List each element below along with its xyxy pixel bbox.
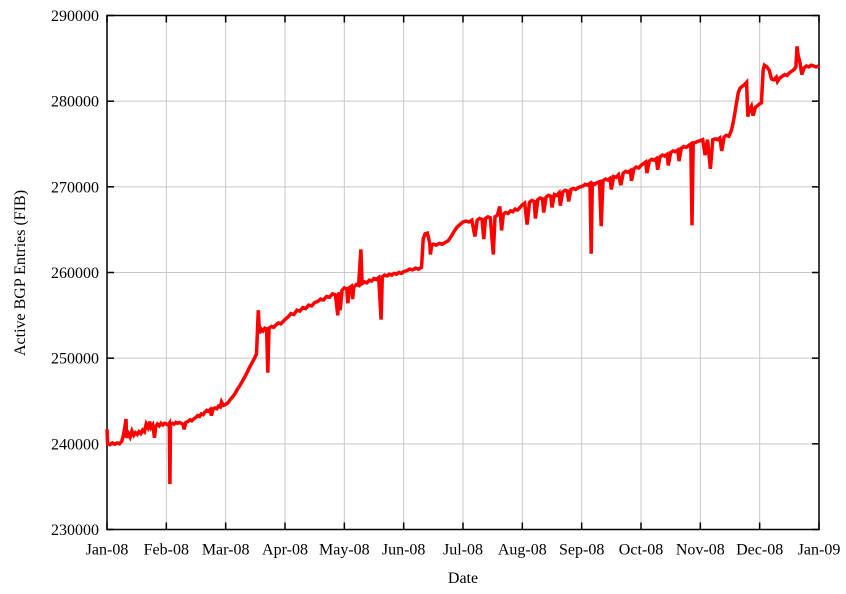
x-tick-label: Jan-08	[86, 542, 129, 559]
x-tick-label: Mar-08	[202, 542, 250, 559]
y-tick-label: 250000	[51, 351, 99, 368]
x-tick-label: Jul-08	[443, 542, 483, 559]
series-line-active-bgp-entries-fib-	[105, 46, 820, 485]
x-tick-label: Apr-08	[262, 542, 308, 559]
x-tick-label: Feb-08	[144, 542, 189, 559]
x-tick-label: Sep-08	[559, 542, 604, 559]
y-tick-label: 260000	[51, 265, 99, 282]
x-tick-label: May-08	[319, 542, 370, 559]
x-axis-title: Date	[447, 570, 479, 587]
y-tick-label: 290000	[51, 8, 99, 25]
y-tick-label: 230000	[51, 522, 99, 539]
y-tick-label: 270000	[51, 179, 99, 196]
x-tick-label: Dec-08	[736, 542, 783, 559]
x-tick-label: Nov-08	[676, 542, 725, 559]
x-tick-label: Jan-09	[798, 542, 841, 559]
y-axis-title: Active BGP Entries (FIB)	[12, 189, 29, 357]
plot-border	[106, 14, 820, 531]
y-tick-label: 240000	[51, 436, 99, 453]
x-tick-label: Jun-08	[382, 542, 426, 559]
y-tick-label: 280000	[51, 94, 99, 111]
x-tick-label: Oct-08	[619, 542, 663, 559]
x-tick-label: Aug-08	[498, 542, 547, 559]
